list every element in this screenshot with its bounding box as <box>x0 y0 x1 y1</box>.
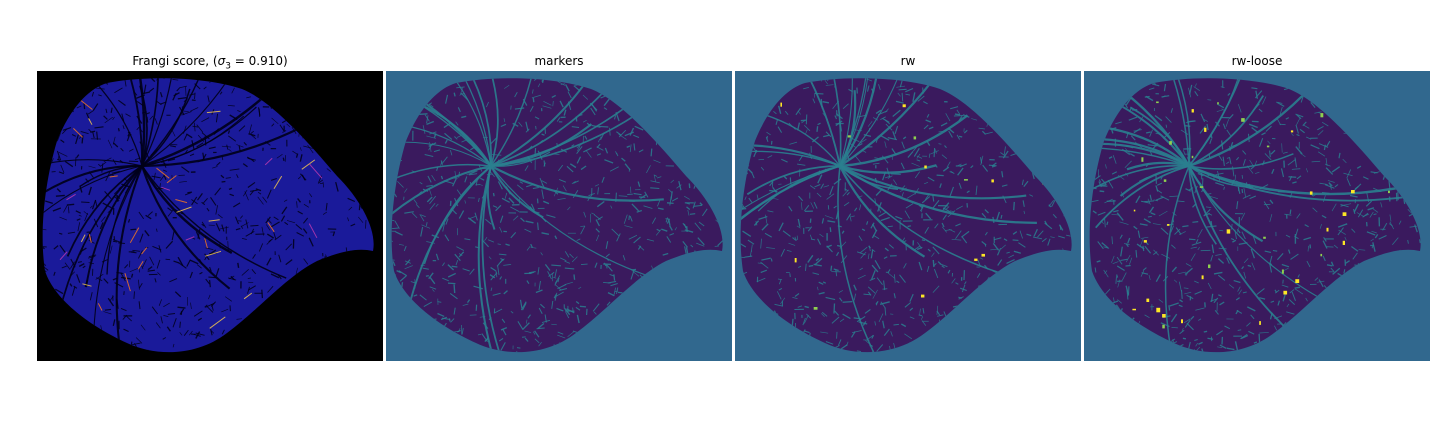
rw-image <box>735 71 1081 361</box>
panel-frangi: Frangi score, (σ3 = 0.910) <box>37 52 383 361</box>
panel-markers: markers <box>386 52 732 361</box>
markers-image <box>386 71 732 361</box>
panel-rw-loose: rw-loose <box>1084 52 1430 361</box>
panel-title-rw-loose: rw-loose <box>1231 54 1283 68</box>
panel-title-markers: markers <box>534 54 584 68</box>
frangi-image <box>37 71 383 361</box>
panel-rw: rw <box>735 52 1081 361</box>
panel-title-frangi: Frangi score, (σ3 = 0.910) <box>132 54 288 72</box>
rw-loose-image <box>1084 71 1430 361</box>
panel-title-rw: rw <box>900 54 916 68</box>
